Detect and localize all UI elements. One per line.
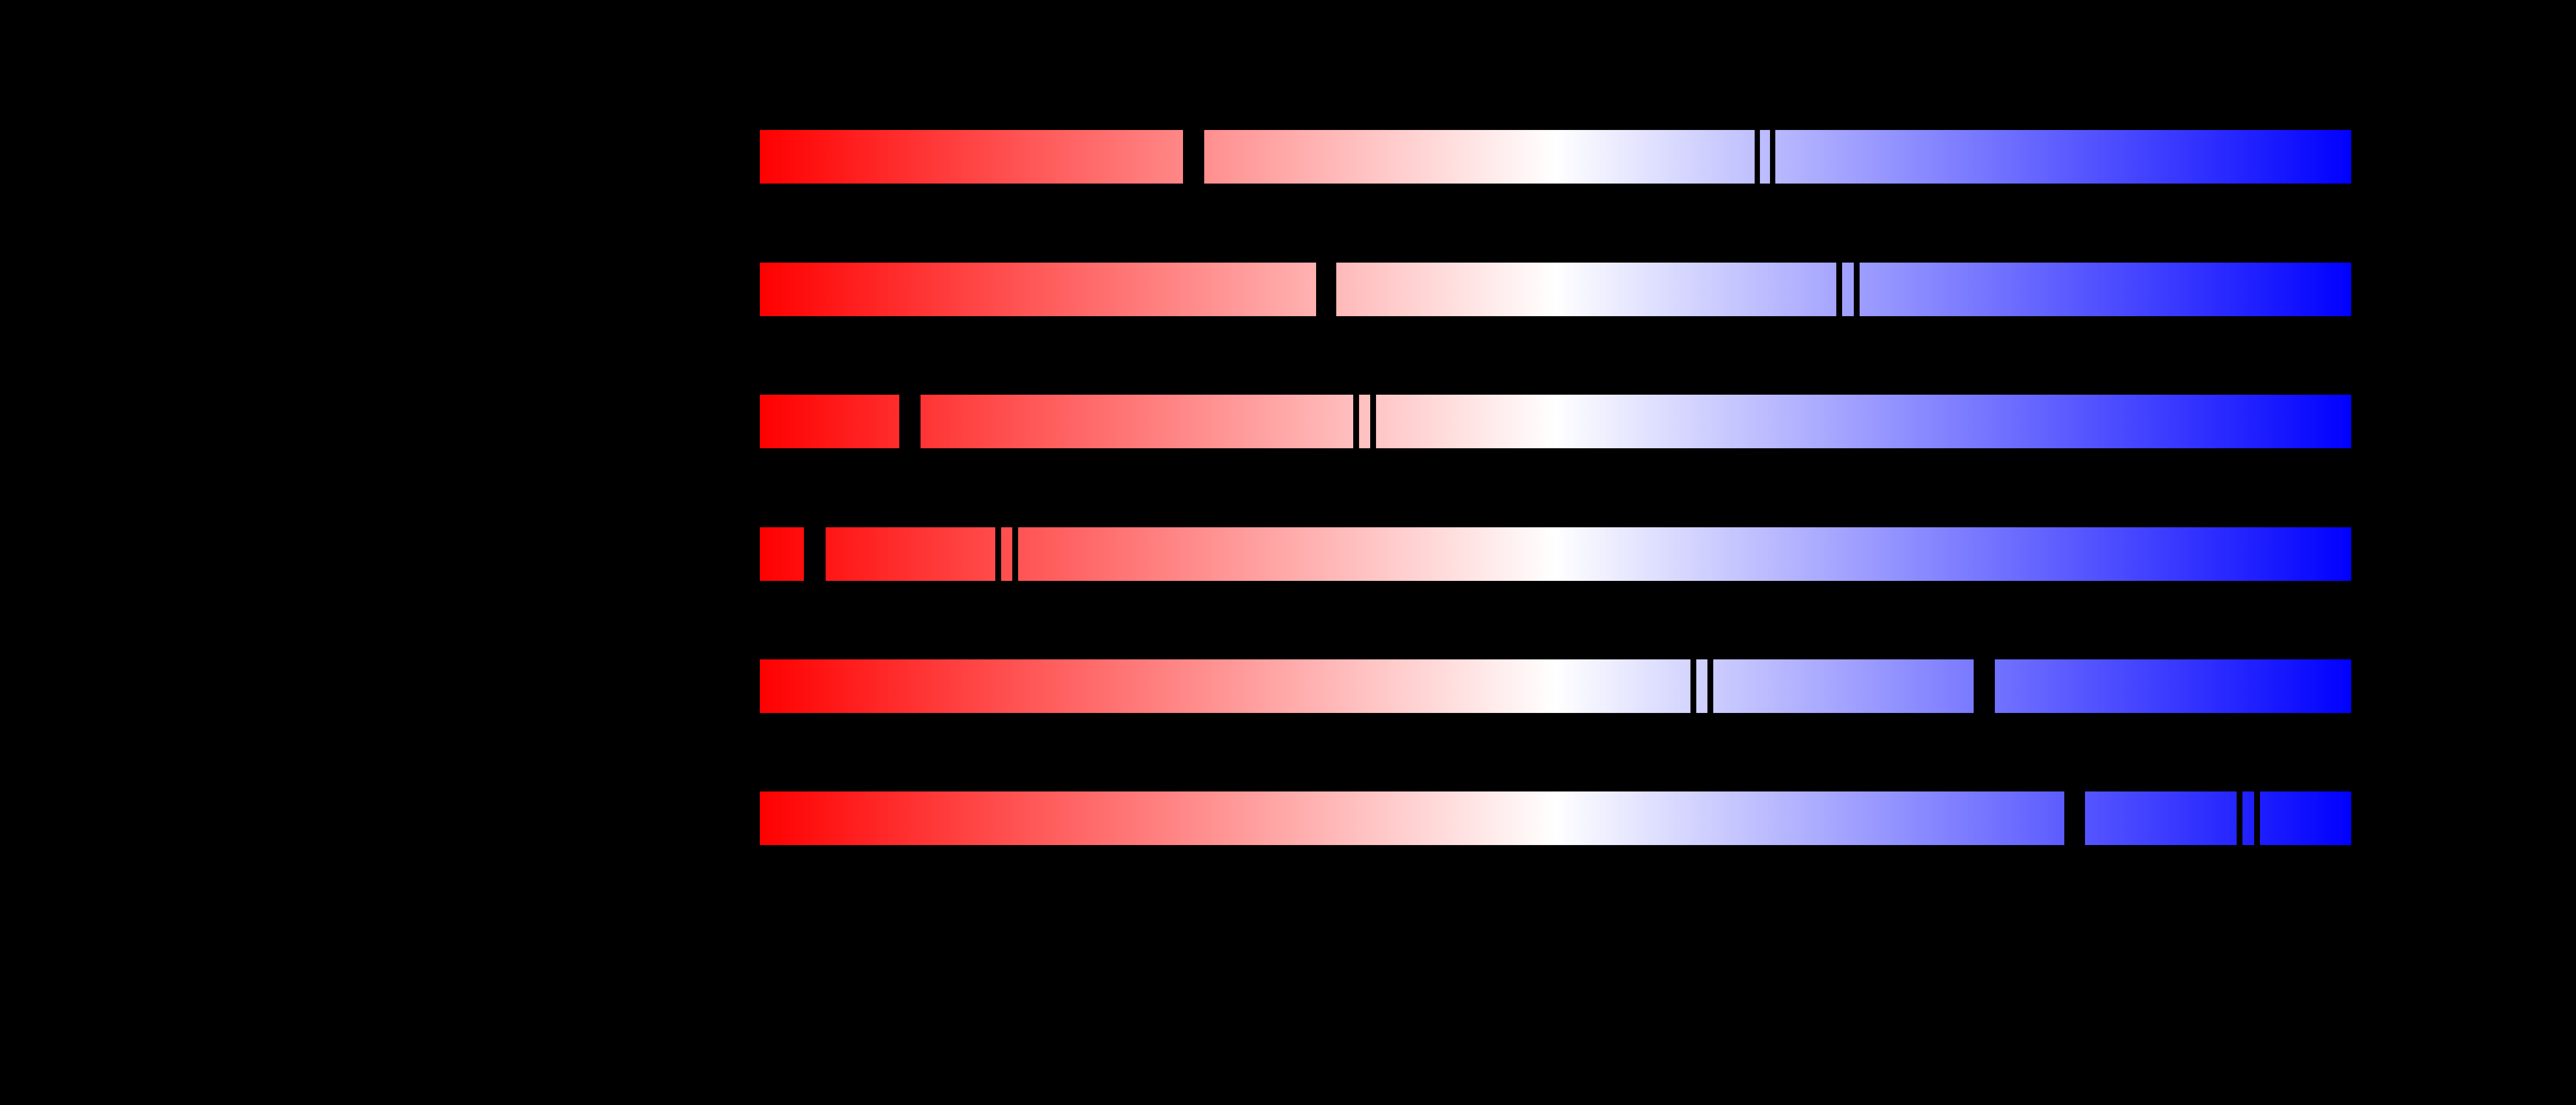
thin-tick-marker [1755,130,1760,184]
wide-gap-marker [1183,130,1204,184]
thin-tick-marker [995,527,1001,581]
thin-tick-marker [1770,130,1775,184]
gradient-bar-row-3 [760,395,2351,448]
wide-gap-marker [899,395,921,448]
wide-gap-marker [2064,791,2085,845]
thin-tick-marker [2237,791,2242,845]
gradient-bar-row-2 [760,263,2351,316]
wide-gap-marker [804,527,826,581]
thin-tick-marker [1707,659,1713,713]
thin-tick-marker [1836,263,1842,316]
gradient-bar-row-5 [760,659,2351,713]
thin-tick-marker [1690,659,1696,713]
thin-tick-marker [1353,395,1359,448]
gradient-bar-row-6 [760,791,2351,845]
thin-tick-marker [1854,263,1860,316]
wide-gap-marker [1974,659,1995,713]
thin-tick-marker [2254,791,2260,845]
gradient-bar-row-4 [760,527,2351,581]
thin-tick-marker [1012,527,1018,581]
gradient-bar-row-1 [760,130,2351,184]
wide-gap-marker [1316,263,1336,316]
thin-tick-marker [1370,395,1376,448]
